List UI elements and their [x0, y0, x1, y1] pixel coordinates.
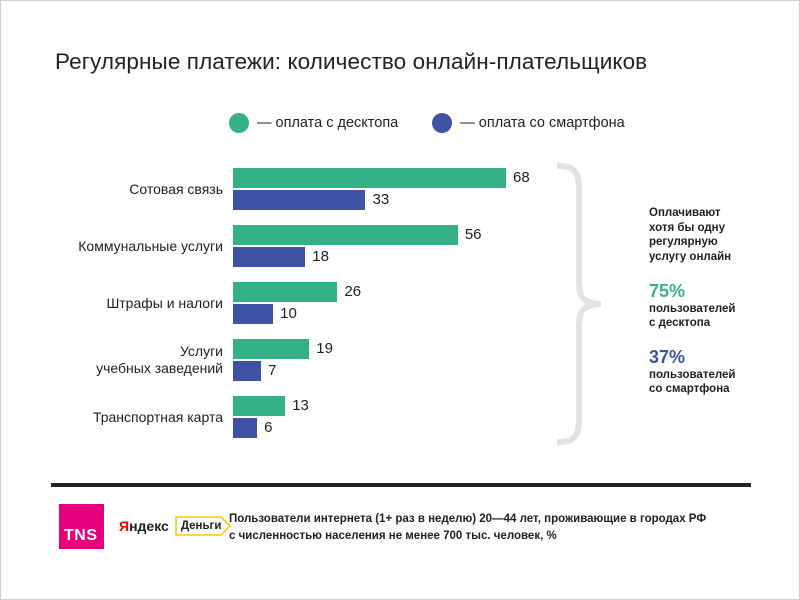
bar-row: 68 — [233, 168, 530, 188]
category-label: Транспортная карта — [92, 408, 223, 425]
bar-row: 6 — [233, 418, 272, 438]
bar-value-label: 33 — [372, 191, 390, 208]
curly-brace-icon — [557, 163, 601, 445]
bar-value-label: 6 — [264, 419, 273, 436]
tns-logo: TNS — [59, 504, 104, 549]
bar-smartphone — [233, 361, 262, 381]
stat-block-smartphone: 37% пользователей со смартфона — [649, 347, 769, 396]
stat-percent-desktop: 75% — [649, 281, 686, 301]
category-label: Услуги учебных заведений — [96, 343, 223, 376]
legend-dot-smartphone-icon — [432, 113, 453, 133]
annotation-intro: Оплачивают хотя бы одну регулярную услуг… — [649, 207, 732, 263]
yandex-money-badge-shape-icon — [175, 516, 231, 536]
category-label: Сотовая связь — [129, 180, 223, 197]
bar-smartphone — [233, 190, 366, 210]
bar-value-label: 26 — [344, 283, 362, 300]
chart-legend: — оплата с десктопа — оплата со смартфон… — [229, 113, 625, 133]
bar-row: 33 — [233, 190, 389, 210]
stat-block-desktop: 75% пользователей с десктопа — [649, 281, 769, 330]
legend-label-desktop: — оплата с десктопа — [257, 115, 399, 131]
bar-row: 19 — [233, 339, 333, 359]
bar-desktop — [233, 396, 286, 416]
yandex-money-logo: Я ндекс Деньги — [119, 516, 231, 536]
stat-percent-smartphone: 37% — [649, 347, 686, 367]
bar-desktop — [233, 282, 338, 302]
footer-caption: Пользователи интернета (1+ раз в неделю)… — [229, 513, 707, 542]
footer-divider — [51, 483, 751, 487]
bar-value-label: 68 — [513, 169, 530, 186]
tns-logo-label: TNS — [64, 527, 98, 544]
yandex-logo-ndex: ндекс — [129, 518, 169, 534]
bar-row: 7 — [233, 361, 276, 381]
bar-value-label: 10 — [280, 305, 297, 322]
bar-row: 56 — [233, 225, 482, 245]
page-title: Регулярные платежи: количество онлайн-пл… — [55, 49, 648, 74]
bar-smartphone — [233, 418, 258, 438]
bar-value-label: 56 — [464, 226, 482, 243]
bar-row: 10 — [233, 304, 297, 324]
bar-row: 18 — [233, 247, 329, 267]
bar-smartphone — [233, 247, 306, 267]
bar-smartphone — [233, 304, 274, 324]
bar-row: 26 — [233, 282, 361, 302]
bar-row: 13 — [233, 396, 309, 416]
stat-desc-smartphone: пользователей со смартфона — [649, 369, 736, 395]
bar-value-label: 18 — [312, 248, 329, 265]
yandex-money-badge: Деньги — [175, 516, 231, 536]
bar-desktop — [233, 168, 506, 188]
legend-dot-desktop-icon — [229, 113, 249, 133]
legend-label-smartphone: — оплата со смартфона — [460, 115, 625, 131]
bar-value-label: 7 — [268, 362, 277, 379]
legend-item-desktop: — оплата с десктопа — [229, 113, 398, 133]
category-label: Коммунальные услуги — [78, 237, 223, 254]
bar-desktop — [233, 225, 458, 245]
bar-value-label: 13 — [292, 397, 309, 414]
stat-desc-desktop: пользователей с десктопа — [649, 303, 736, 329]
annotation-panel: Оплачивают хотя бы одну регулярную услуг… — [649, 206, 769, 396]
legend-item-smartphone: — оплата со смартфона — [432, 113, 625, 133]
bar-value-label: 19 — [316, 340, 333, 357]
bar-desktop — [233, 339, 310, 359]
yandex-money-badge-label: Деньги — [180, 520, 222, 532]
category-label: Штрафы и налоги — [106, 294, 223, 311]
yandex-logo-ya: Я — [119, 518, 130, 534]
